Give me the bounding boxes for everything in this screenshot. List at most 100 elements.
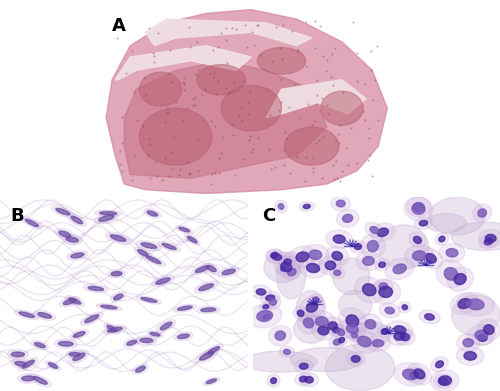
- Point: [340, 89, 347, 95]
- Point: [244, 110, 252, 117]
- Point: [217, 30, 225, 37]
- Point: [192, 71, 200, 77]
- Point: [310, 118, 318, 124]
- Ellipse shape: [198, 284, 214, 291]
- Ellipse shape: [218, 267, 240, 277]
- Ellipse shape: [275, 200, 287, 213]
- Point: [311, 45, 319, 51]
- Ellipse shape: [358, 314, 382, 335]
- Point: [324, 102, 332, 109]
- Point: [116, 148, 124, 154]
- Ellipse shape: [404, 245, 434, 267]
- Point: [166, 47, 174, 53]
- Ellipse shape: [244, 351, 317, 372]
- Ellipse shape: [439, 244, 465, 262]
- Point: [180, 87, 188, 93]
- Point: [191, 102, 199, 108]
- Point: [310, 169, 318, 175]
- Ellipse shape: [387, 321, 413, 339]
- Point: [170, 134, 177, 140]
- Ellipse shape: [478, 319, 500, 340]
- Point: [280, 161, 288, 168]
- Ellipse shape: [408, 232, 426, 248]
- Ellipse shape: [352, 333, 358, 338]
- Ellipse shape: [402, 305, 407, 310]
- Point: [312, 140, 320, 146]
- Point: [268, 58, 276, 64]
- Ellipse shape: [370, 223, 395, 242]
- Ellipse shape: [136, 240, 162, 251]
- Point: [210, 74, 218, 80]
- Ellipse shape: [426, 213, 467, 233]
- Ellipse shape: [70, 330, 89, 339]
- Point: [215, 154, 223, 161]
- Text: C: C: [262, 207, 276, 225]
- Point: [364, 125, 372, 131]
- Point: [254, 22, 262, 28]
- Ellipse shape: [406, 368, 423, 383]
- Ellipse shape: [56, 208, 70, 215]
- Point: [291, 81, 299, 87]
- Ellipse shape: [174, 332, 193, 341]
- Ellipse shape: [321, 91, 363, 125]
- Polygon shape: [146, 19, 312, 46]
- Ellipse shape: [456, 346, 484, 365]
- Ellipse shape: [15, 361, 26, 366]
- Ellipse shape: [29, 374, 52, 387]
- Point: [288, 28, 296, 34]
- Point: [191, 93, 199, 100]
- Ellipse shape: [152, 275, 174, 287]
- Ellipse shape: [275, 331, 285, 340]
- Point: [194, 168, 202, 174]
- Ellipse shape: [136, 296, 162, 304]
- Ellipse shape: [288, 269, 296, 276]
- Ellipse shape: [68, 214, 86, 226]
- Ellipse shape: [338, 308, 366, 334]
- Ellipse shape: [278, 204, 284, 209]
- Point: [168, 166, 176, 172]
- Ellipse shape: [31, 341, 48, 350]
- Point: [139, 123, 147, 129]
- Ellipse shape: [256, 289, 266, 295]
- Ellipse shape: [263, 305, 269, 309]
- Point: [236, 113, 244, 119]
- Ellipse shape: [108, 327, 122, 332]
- Ellipse shape: [12, 359, 30, 368]
- Ellipse shape: [158, 241, 180, 252]
- Ellipse shape: [73, 332, 85, 337]
- Ellipse shape: [362, 256, 374, 265]
- Point: [283, 135, 291, 142]
- Ellipse shape: [150, 332, 160, 336]
- Ellipse shape: [412, 251, 426, 261]
- Ellipse shape: [258, 48, 306, 74]
- Ellipse shape: [64, 299, 76, 305]
- Ellipse shape: [456, 334, 479, 352]
- Ellipse shape: [414, 236, 422, 244]
- Point: [302, 154, 310, 160]
- Point: [352, 50, 360, 56]
- Point: [145, 25, 153, 31]
- Point: [272, 23, 280, 30]
- Point: [350, 19, 358, 25]
- Ellipse shape: [298, 310, 304, 316]
- Ellipse shape: [222, 269, 235, 274]
- Point: [374, 117, 382, 124]
- Ellipse shape: [354, 276, 384, 303]
- Ellipse shape: [266, 249, 282, 261]
- Ellipse shape: [68, 298, 81, 304]
- Ellipse shape: [332, 258, 370, 295]
- Point: [334, 140, 342, 146]
- Point: [250, 146, 258, 152]
- Ellipse shape: [114, 294, 123, 300]
- Point: [162, 110, 170, 117]
- Ellipse shape: [19, 312, 34, 317]
- Ellipse shape: [338, 337, 344, 343]
- Point: [367, 48, 375, 54]
- Point: [318, 53, 326, 59]
- Ellipse shape: [270, 378, 276, 384]
- Point: [158, 177, 166, 183]
- Point: [346, 125, 354, 131]
- Point: [212, 123, 220, 129]
- Ellipse shape: [377, 325, 392, 338]
- Point: [149, 50, 157, 57]
